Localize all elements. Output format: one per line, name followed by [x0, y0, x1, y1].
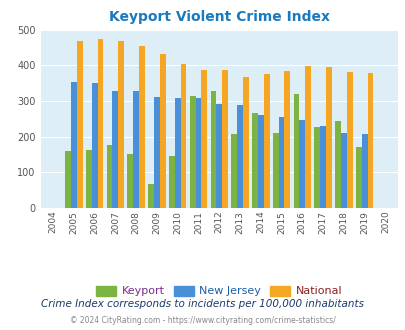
- Bar: [346, 72, 352, 208]
- Title: Keyport Violent Crime Index: Keyport Violent Crime Index: [109, 10, 329, 24]
- Bar: [127, 154, 133, 208]
- Bar: [189, 96, 195, 208]
- Bar: [320, 126, 325, 208]
- Bar: [118, 42, 124, 208]
- Legend: Keyport, New Jersey, National: Keyport, New Jersey, National: [92, 281, 346, 301]
- Bar: [201, 70, 207, 208]
- Bar: [71, 82, 77, 208]
- Bar: [160, 54, 165, 208]
- Bar: [257, 115, 263, 208]
- Bar: [175, 98, 180, 208]
- Bar: [355, 147, 361, 208]
- Bar: [107, 145, 112, 208]
- Bar: [278, 117, 284, 208]
- Bar: [263, 74, 269, 208]
- Text: Crime Index corresponds to incidents per 100,000 inhabitants: Crime Index corresponds to incidents per…: [41, 299, 364, 309]
- Bar: [148, 184, 153, 208]
- Bar: [86, 150, 92, 208]
- Bar: [97, 39, 103, 208]
- Bar: [231, 134, 237, 208]
- Bar: [334, 121, 340, 208]
- Bar: [168, 155, 175, 208]
- Bar: [133, 91, 139, 208]
- Bar: [340, 133, 346, 208]
- Bar: [216, 104, 222, 208]
- Text: © 2024 CityRating.com - https://www.cityrating.com/crime-statistics/: © 2024 CityRating.com - https://www.city…: [70, 316, 335, 325]
- Bar: [195, 98, 201, 208]
- Bar: [153, 97, 160, 208]
- Bar: [237, 105, 242, 208]
- Bar: [305, 66, 310, 208]
- Bar: [367, 73, 373, 208]
- Bar: [313, 127, 320, 208]
- Bar: [180, 64, 186, 208]
- Bar: [77, 41, 82, 208]
- Bar: [210, 91, 216, 208]
- Bar: [139, 46, 145, 208]
- Bar: [242, 77, 248, 208]
- Bar: [112, 91, 118, 208]
- Bar: [284, 71, 290, 208]
- Bar: [293, 94, 298, 208]
- Bar: [298, 120, 305, 208]
- Bar: [325, 67, 331, 208]
- Bar: [92, 83, 97, 208]
- Bar: [272, 133, 278, 208]
- Bar: [65, 151, 71, 208]
- Bar: [222, 70, 227, 208]
- Bar: [252, 114, 257, 208]
- Bar: [361, 134, 367, 208]
